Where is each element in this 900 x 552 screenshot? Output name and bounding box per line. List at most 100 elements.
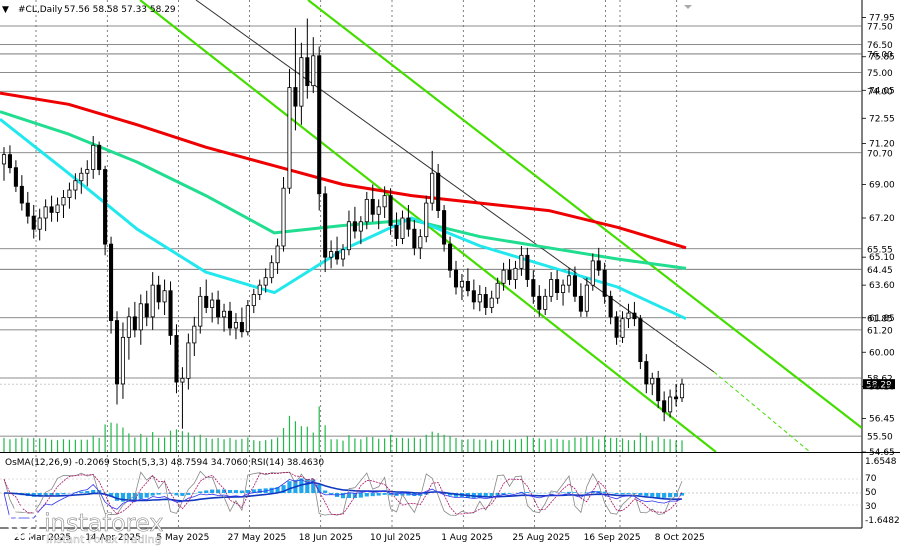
candle-body <box>168 290 173 336</box>
y-tick-label: 77.95 <box>869 14 895 24</box>
candle-body <box>674 396 679 400</box>
level-label-30: 30 <box>865 502 877 512</box>
candle-body <box>335 251 340 260</box>
candle-body <box>590 260 595 286</box>
scroll-marker-icon[interactable] <box>684 5 692 9</box>
time-axis: 26 Mar 2025 14 Apr 2025 5 May 2025 27 May 2… <box>14 533 705 543</box>
candle-body <box>19 185 24 204</box>
candle-body <box>25 202 30 217</box>
y-tick-label: 67.20 <box>869 214 895 224</box>
candle-body <box>388 195 393 226</box>
x-tick-label: 27 May 2025 <box>228 533 287 543</box>
candle-body <box>1 154 7 165</box>
candle-body <box>638 318 643 362</box>
level-label-50: 50 <box>865 488 877 498</box>
candle-body <box>174 335 179 383</box>
candle-body <box>144 303 149 318</box>
candle-body <box>519 254 524 269</box>
candle-body <box>572 275 577 297</box>
x-tick-label: 10 Jul 2025 <box>370 533 421 543</box>
y-tick-label: 75.85 <box>869 53 895 63</box>
candle-body <box>495 282 500 299</box>
y-tick-label: 71.20 <box>869 139 895 149</box>
candle-body <box>31 215 36 230</box>
header-arrow-icon: ▼ <box>2 5 9 15</box>
candle-body <box>13 167 18 187</box>
level-label-bg <box>863 243 895 254</box>
indicator-header: OsMA(12,26,9) -0.2069 Stoch(5,3,3) 48.75… <box>5 458 324 468</box>
candle-body <box>85 169 90 174</box>
level-label-bg <box>863 264 895 275</box>
logo-text: instaforex <box>44 509 164 537</box>
x-tick-label: 5 May 2025 <box>156 533 209 543</box>
candle-body <box>442 210 447 245</box>
ma-line-green <box>0 110 687 270</box>
indicator-pane[interactable] <box>0 470 862 519</box>
candle-body <box>204 295 209 308</box>
candle-body <box>596 260 601 271</box>
candle-body <box>626 312 631 320</box>
trend-line-solid[interactable] <box>195 0 715 373</box>
candle-body <box>448 243 453 271</box>
candle-body <box>412 228 417 249</box>
y-tick-label: 65.10 <box>869 253 895 263</box>
candle-body <box>644 361 649 385</box>
level-label-bg <box>863 48 895 59</box>
channel-line-upper[interactable] <box>307 0 862 429</box>
candle-body <box>299 57 304 107</box>
candle-body <box>293 87 298 107</box>
candle-body <box>370 198 375 215</box>
candle-body <box>602 269 607 297</box>
candle-body <box>251 294 256 307</box>
candle-body <box>67 189 72 198</box>
candle-body <box>323 193 328 258</box>
candle-body <box>632 312 637 320</box>
y-tick-label: 72.55 <box>869 114 895 124</box>
logo-tagline: Instant Forex Trading <box>46 533 162 546</box>
candle-body <box>61 197 66 206</box>
candle-body <box>608 295 613 318</box>
y-tick-label: 58.16 <box>869 383 895 393</box>
candle-body <box>668 396 673 413</box>
candle-body <box>186 342 191 379</box>
x-tick-label: 18 Jun 2025 <box>299 533 353 543</box>
candle-body <box>620 318 625 338</box>
y-tick-label: 74.05 <box>869 86 895 96</box>
candle-body <box>120 336 125 385</box>
candle-body <box>103 169 108 245</box>
candle-body <box>222 310 227 318</box>
level-label-bg <box>863 67 895 78</box>
candle-body <box>150 284 155 318</box>
candle-body <box>679 383 685 399</box>
level-label-bg <box>863 372 895 383</box>
candle-body <box>400 217 405 239</box>
y-tick-label: 60.00 <box>869 348 895 358</box>
candle-body <box>566 275 572 286</box>
candle-body <box>358 221 363 232</box>
candle-body <box>97 144 102 170</box>
level-label: 55.50 <box>867 433 893 443</box>
candle-body <box>192 325 197 344</box>
osma-signal-line <box>3 481 683 502</box>
candle-body <box>525 254 530 280</box>
ohlc-readout: 57.56 58.58 57.33 58.29 <box>64 5 176 15</box>
main-pane[interactable] <box>0 0 862 452</box>
candle-body <box>7 154 12 169</box>
candle-body <box>73 180 78 191</box>
level-label: 77.50 <box>867 22 893 32</box>
level-label-bg <box>863 431 895 442</box>
candle-body <box>489 297 494 308</box>
x-tick-label: 16 Sep 2025 <box>584 533 641 543</box>
candle-body <box>394 225 399 239</box>
candle-body <box>263 277 268 286</box>
candle-body <box>317 55 322 195</box>
candle-body <box>406 217 411 230</box>
candle-body <box>49 206 54 213</box>
candle-body <box>37 217 42 230</box>
candle-body <box>79 172 84 182</box>
level-label-bg <box>863 86 895 97</box>
candle-body <box>198 295 203 327</box>
vertical-gridlines <box>35 0 678 528</box>
